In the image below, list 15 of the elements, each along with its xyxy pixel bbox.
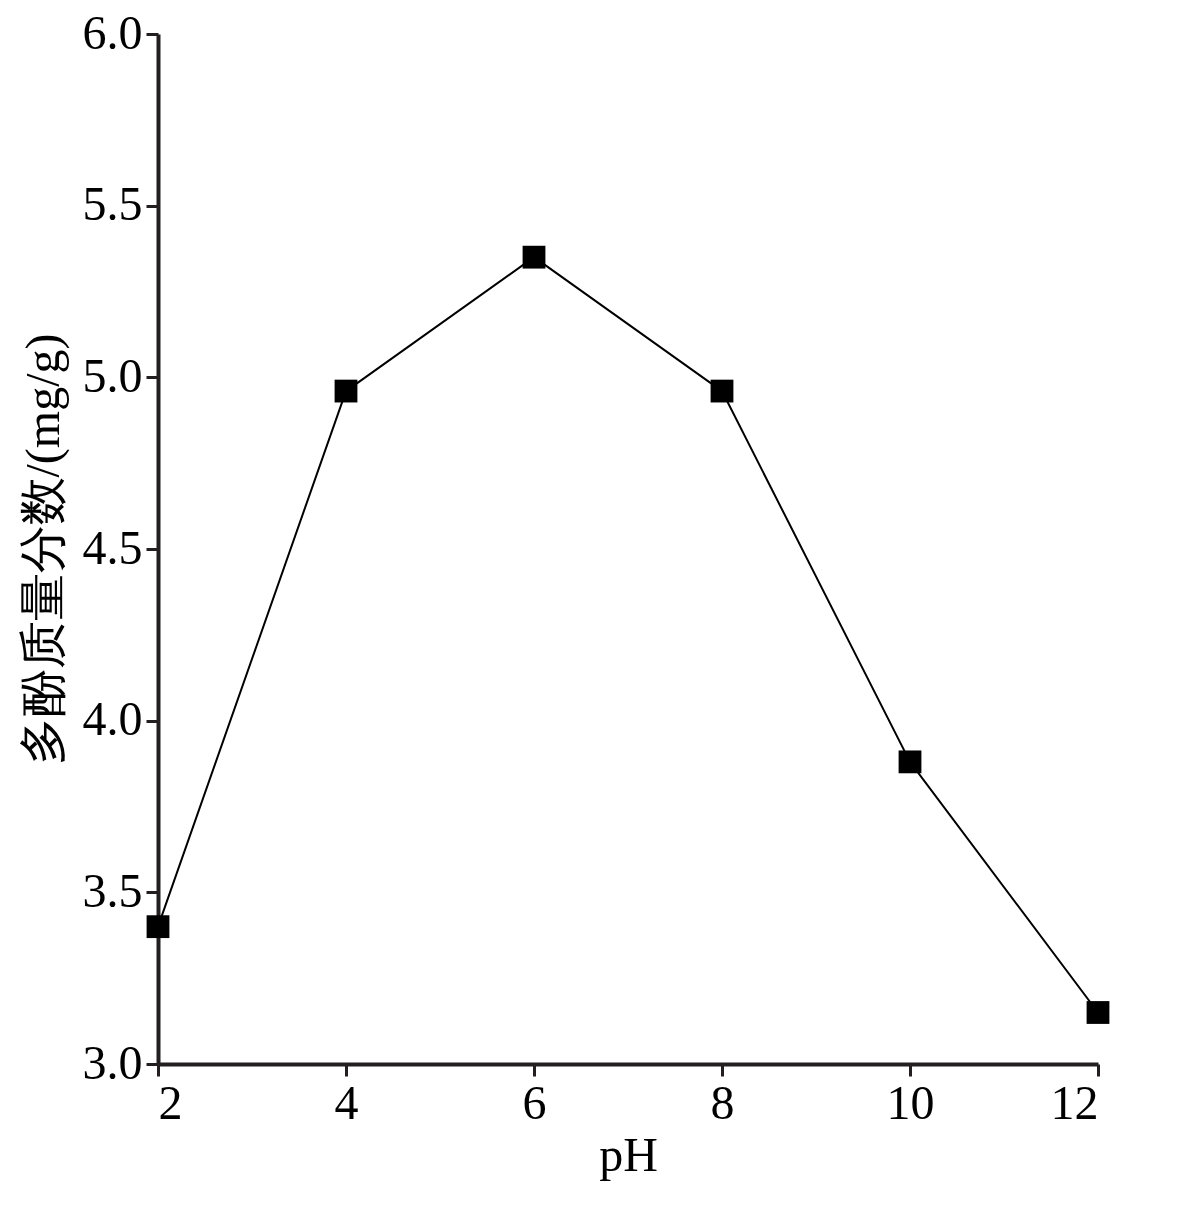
x-tick-label: 4 (334, 1075, 359, 1129)
x-tick-label: 2 (158, 1075, 183, 1129)
y-tick-label: 3.5 (82, 863, 143, 917)
x-tick-label: 6 (522, 1075, 547, 1129)
y-tick-label: 4.0 (82, 692, 143, 746)
y-tick-label: 4.5 (82, 520, 143, 574)
y-axis-title: 多酚质量分数/(mg/g) (15, 333, 70, 766)
x-axis-title: pH (599, 1127, 658, 1181)
x-tick-label: 12 (1050, 1075, 1099, 1129)
y-tick-label: 5.0 (82, 348, 143, 402)
y-tick-label: 3.0 (82, 1035, 143, 1089)
y-tick-label: 6.0 (82, 5, 143, 59)
y-tick-label: 5.5 (82, 177, 143, 231)
x-tick-label: 10 (886, 1075, 935, 1129)
x-tick-label: 8 (710, 1075, 735, 1129)
